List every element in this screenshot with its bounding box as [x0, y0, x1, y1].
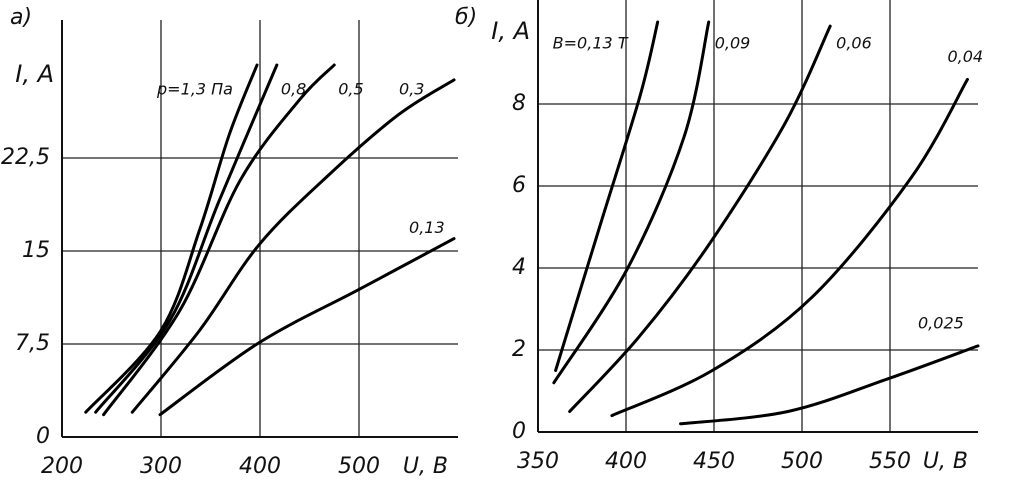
panel-label: б) — [455, 5, 477, 30]
x-tick-label: 200 — [41, 454, 83, 479]
series-label: 0,8 — [281, 80, 306, 99]
x-tick-label: 550 — [869, 449, 911, 474]
curve — [554, 20, 660, 372]
series-label: 0,025 — [918, 313, 964, 332]
y-axis-label: I, А — [15, 60, 54, 88]
y-tick-label: 7,5 — [15, 331, 50, 356]
y-tick-label: 0 — [36, 424, 50, 449]
curve — [552, 20, 711, 385]
y-tick-label: 6 — [512, 173, 526, 198]
y-tick-label: 8 — [512, 91, 526, 116]
y-axis-label: I, А — [491, 17, 530, 45]
x-tick-label: 400 — [239, 454, 281, 479]
series-label: В=0,13 Т — [553, 34, 629, 53]
curve — [130, 78, 456, 414]
x-tick-label: 350 — [517, 449, 559, 474]
y-tick-label: 0 — [512, 419, 526, 444]
series-label: 0,09 — [715, 34, 751, 53]
curve — [610, 77, 969, 418]
series-label: 0,04 — [947, 47, 983, 66]
y-tick-label: 15 — [22, 238, 50, 263]
curve — [158, 237, 456, 417]
curve — [102, 63, 336, 417]
y-tick-label: 4 — [512, 255, 526, 280]
curve — [568, 24, 832, 413]
panel-label: а) — [10, 5, 32, 30]
series-label: 0,06 — [836, 34, 872, 53]
y-tick-label: 2 — [512, 337, 526, 362]
series-label: 0,13 — [409, 218, 445, 237]
x-axis-label: U, В — [403, 454, 448, 479]
x-tick-label: 450 — [693, 449, 735, 474]
series-label: 0,3 — [399, 79, 424, 98]
x-tick-label: 500 — [338, 454, 380, 479]
x-tick-label: 400 — [605, 449, 647, 474]
y-tick-label: 22,5 — [1, 145, 50, 170]
x-axis-label: U, В — [923, 449, 968, 474]
curve — [84, 63, 259, 414]
series-label: р=1,3 Па — [156, 80, 233, 99]
x-tick-label: 500 — [781, 449, 823, 474]
series-label: 0,5 — [338, 80, 363, 99]
curve — [679, 344, 980, 426]
x-tick-label: 300 — [140, 454, 182, 479]
curve — [94, 63, 279, 414]
